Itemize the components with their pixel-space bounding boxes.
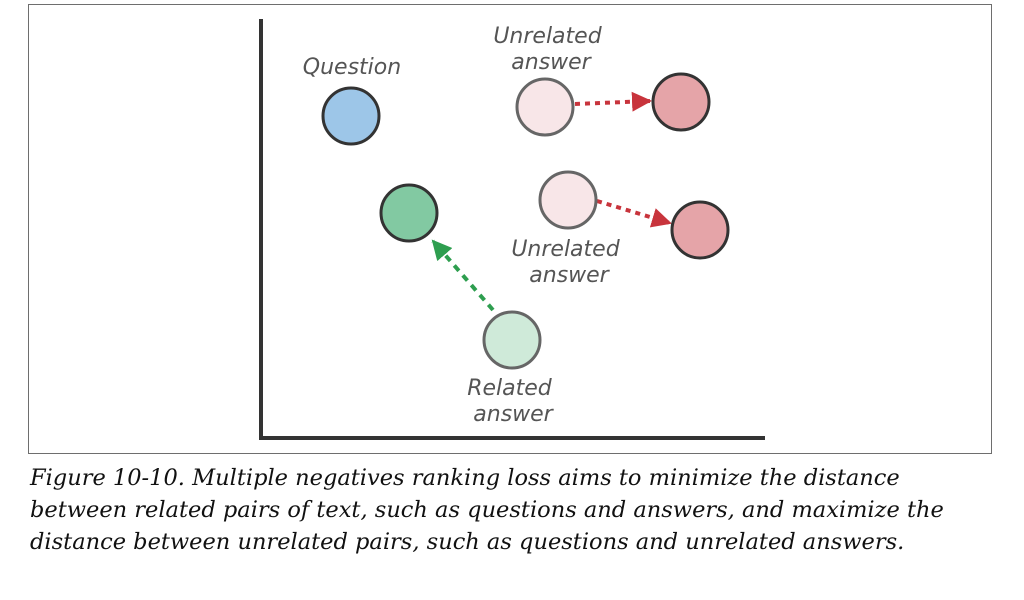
push-arrow-top (574, 91, 652, 112)
question-node (321, 86, 381, 146)
figure-number: Figure 10-10. (30, 465, 185, 491)
question-label: Question (303, 55, 401, 80)
embedding-space-diagram: Question Unrelated answer Unrelated answ… (259, 19, 765, 440)
related-answer-label: Related answer (467, 376, 559, 427)
push-arrow-bottom (596, 199, 672, 228)
unrelated-answer-bottom-moved-node (670, 200, 730, 260)
figure-frame: Question Unrelated answer Unrelated answ… (28, 4, 992, 454)
caption-text: Multiple negatives ranking loss aims to … (30, 465, 944, 555)
unrelated-answer-top-moved-node (651, 72, 711, 132)
unrelated-answer-top-label: Unrelated answer (493, 24, 608, 75)
unrelated-answer-bottom-node (538, 170, 598, 230)
related-answer-moved-node (379, 183, 439, 243)
unrelated-answer-top-node (515, 77, 575, 137)
pull-arrow (431, 239, 495, 312)
related-answer-node (482, 310, 542, 370)
figure-caption: Figure 10-10. Multiple negatives ranking… (30, 462, 1000, 558)
unrelated-answer-bottom-label: Unrelated answer (511, 237, 626, 288)
